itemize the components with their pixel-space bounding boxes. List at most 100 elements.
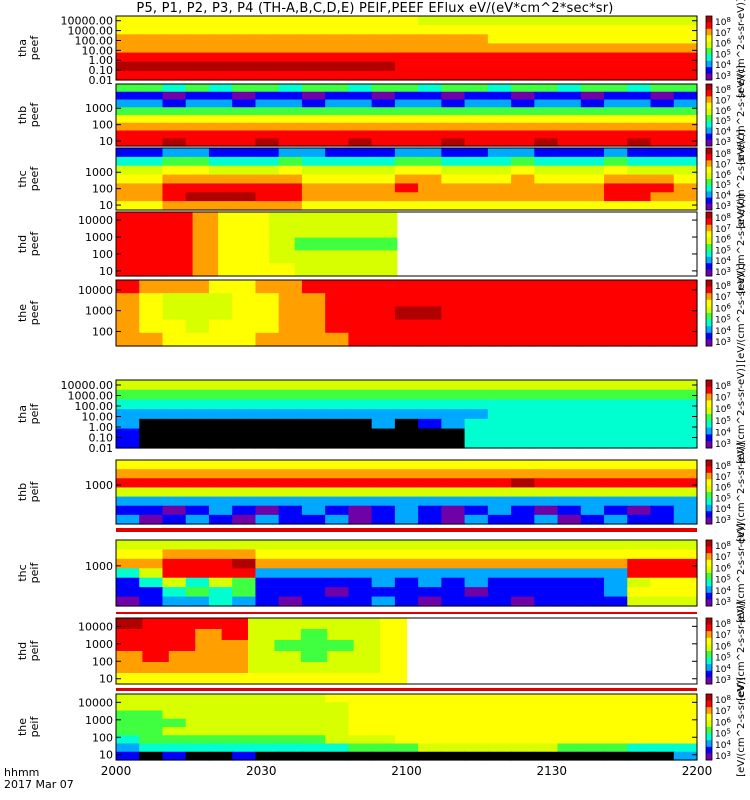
heatmap-cell (221, 629, 249, 641)
heatmap-cell (604, 514, 628, 525)
heatmap-cell (162, 148, 187, 158)
heatmap-cell (557, 280, 582, 294)
heatmap-cell (511, 428, 535, 439)
heatmap-cell (255, 16, 280, 26)
heatmap-cell (650, 587, 675, 598)
heatmap-cell (557, 505, 582, 516)
colorbar-tick-label: 108 (715, 694, 731, 706)
heatmap-cell (534, 122, 559, 132)
heatmap-cell (116, 389, 140, 401)
heatmap-cell (557, 469, 582, 479)
heatmap-cell (325, 122, 349, 132)
heatmap-cell (650, 148, 675, 158)
colorbar-segment (706, 434, 712, 442)
heatmap-cell (371, 237, 398, 251)
heatmap-cell (487, 428, 512, 439)
heatmap-cell (673, 389, 698, 401)
heatmap-cell (255, 91, 280, 101)
x-tick-label: 2200 (682, 764, 713, 778)
heatmap-cell (557, 487, 582, 498)
heatmap-cell (557, 751, 582, 761)
heatmap-cell (371, 250, 398, 264)
heatmap-cell (487, 319, 512, 334)
heatmap-cell (320, 237, 347, 251)
heatmap-cell (394, 487, 419, 498)
heatmap-cell (487, 409, 512, 420)
heatmap-cell (325, 735, 349, 745)
heatmap-cell (325, 389, 349, 401)
x-axis: 2000 2030 2100 2130 2200 (101, 754, 713, 778)
heatmap-cell (243, 224, 270, 239)
y-tick-label: 100 (92, 119, 113, 132)
heatmap-cell (673, 115, 698, 124)
heatmap-cell (325, 183, 349, 193)
heatmap-cell (441, 380, 466, 391)
heatmap-cell (418, 91, 442, 101)
heatmap-cell (116, 61, 140, 72)
heatmap-cell (232, 751, 257, 761)
colorbar-segment (706, 48, 712, 55)
heatmap-cell (278, 587, 303, 598)
heatmap-cell (325, 306, 349, 321)
heatmap-cell (192, 263, 219, 277)
heatmap-cell (243, 212, 270, 226)
heatmap-cell (301, 107, 326, 116)
heatmap-cell (511, 380, 535, 391)
heatmap-cell (195, 662, 223, 674)
heatmap-cell (325, 107, 349, 116)
heatmap-cell (348, 25, 373, 35)
colorbar-segment (706, 517, 712, 525)
heatmap-cell (604, 201, 628, 211)
heatmap-cell (255, 183, 280, 193)
heatmap-cell (348, 43, 373, 54)
heatmap-cell (580, 496, 605, 507)
heatmap-cell (185, 61, 210, 72)
colorbar-tick-label: 107 (715, 471, 731, 483)
heatmap-cell (511, 469, 535, 479)
colorbar-tick-label: 104 (715, 739, 731, 751)
colorbar-tick-label: 103 (715, 438, 731, 450)
heatmap-cell (116, 505, 140, 516)
y-axis-label: peef (28, 166, 41, 192)
heatmap-cell (511, 710, 535, 720)
heatmap-cell (511, 34, 535, 45)
heatmap-cell (116, 25, 140, 35)
heatmap-cell (534, 148, 559, 158)
heatmap-cell (580, 99, 605, 108)
heatmap-cell (139, 99, 164, 108)
colorbar-segment (706, 148, 712, 155)
heatmap-cell (162, 165, 187, 176)
colorbar-units-label: [eV/(cm^2-s-sr-eV)] (736, 263, 747, 363)
heatmap-cell (208, 293, 233, 307)
x-tick-label: 2130 (536, 764, 567, 778)
heatmap-cell (394, 428, 419, 439)
heatmap-cell (487, 148, 512, 158)
heatmap-cell (300, 640, 328, 652)
heatmap-cell (348, 332, 373, 347)
heatmap-cell (534, 25, 559, 35)
colorbar-segment (706, 231, 712, 239)
heatmap-cell (418, 148, 442, 158)
heatmap-cell (464, 130, 489, 139)
heatmap-cell (248, 618, 276, 630)
heatmap-cell (441, 122, 466, 132)
heatmap-cell (255, 727, 280, 736)
heatmap-cell (673, 496, 698, 507)
heatmap-cell (673, 174, 698, 185)
colorbar-segment (706, 624, 712, 632)
heatmap-cell (371, 587, 396, 598)
panel-tha-peif: 10000.001000.00100.0010.001.000.100.01th… (16, 364, 747, 464)
heatmap-cell (142, 629, 170, 641)
colorbar-tick-label: 104 (715, 503, 731, 515)
heatmap-cell (162, 596, 187, 607)
heatmap-cell (673, 99, 698, 108)
heatmap-cell (394, 148, 419, 158)
y-tick-label: 10 (99, 135, 113, 148)
heatmap-cell (301, 487, 326, 498)
heatmap-cell (627, 99, 652, 108)
heatmap-cell (255, 319, 280, 334)
heatmap-cell (534, 418, 559, 430)
colorbar-segment (706, 664, 712, 672)
heatmap-cell (301, 478, 326, 489)
